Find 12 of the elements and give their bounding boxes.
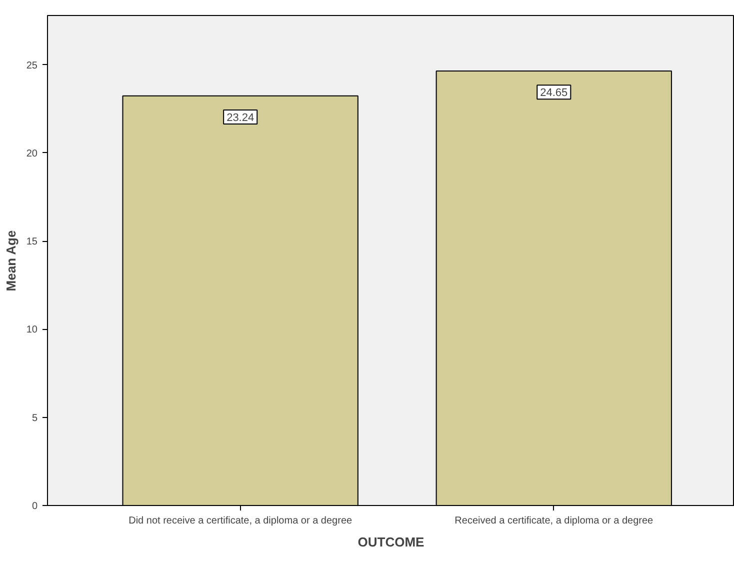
y-tick-label: 25: [26, 60, 38, 72]
y-tick-label: 0: [32, 501, 38, 512]
x-tick-label: Received a certificate, a diploma or a degree: [454, 516, 654, 526]
y-tick-label: 5: [32, 412, 38, 424]
y-axis-title: Mean Age: [3, 230, 18, 292]
x-tick-label: Did not receive a certificate, a diploma or a degree: [128, 516, 352, 526]
y-tick-label: 20: [26, 148, 38, 160]
y-tick-label: 10: [26, 324, 38, 336]
data-label: 24.65: [540, 87, 568, 100]
data-label: 23.24: [226, 112, 254, 124]
x-axis-title: OUTCOME: [358, 534, 425, 550]
y-tick-label: 15: [26, 236, 38, 248]
